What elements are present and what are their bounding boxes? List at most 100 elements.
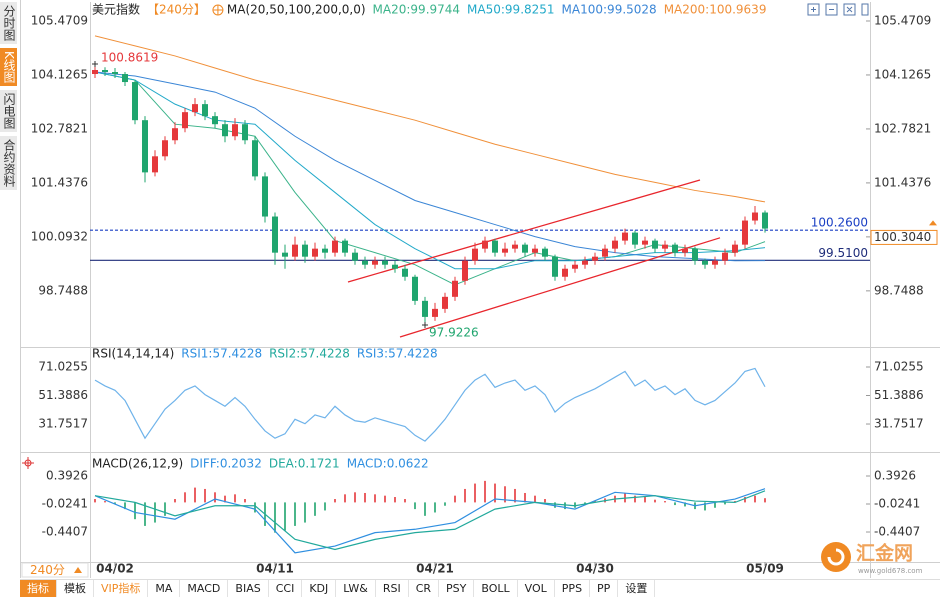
trend-line — [399, 237, 721, 338]
side-tab[interactable]: K线图 — [0, 48, 17, 86]
macd-bar — [704, 502, 706, 511]
candle-body — [702, 260, 708, 265]
icon[interactable] — [843, 3, 856, 16]
candle-body — [92, 70, 98, 75]
side-tab[interactable]: 合约资料 — [0, 135, 17, 190]
side-tab[interactable]: 分时图 — [0, 2, 17, 44]
macd-bar — [724, 502, 726, 505]
macd-bar — [644, 497, 646, 503]
candle-body — [412, 276, 418, 301]
candle-body — [462, 260, 468, 281]
dropdown-arrow — [74, 567, 82, 573]
header-label: RSI1:57.4228 — [181, 347, 262, 361]
toolbar-item[interactable]: BIAS — [228, 580, 269, 597]
macd-bar — [94, 499, 96, 503]
macd-bar — [684, 502, 686, 507]
y-tick-label: 101.4376 — [874, 175, 931, 189]
candle-body — [512, 244, 518, 249]
frame — [20, 0, 940, 578]
candle-body — [212, 116, 218, 125]
candle-body — [642, 240, 648, 245]
macd-bar — [164, 502, 166, 516]
y-tick-label: -0.4407 — [874, 525, 920, 539]
toolbar-item[interactable]: BOLL — [474, 580, 518, 597]
toolbar-item[interactable]: VOL — [518, 580, 555, 597]
toolbar-icons[interactable] — [807, 3, 869, 16]
candle-body — [242, 124, 248, 141]
watermark-url: www.gold678.com — [858, 567, 923, 575]
candle-body — [192, 104, 198, 113]
candle-body — [222, 124, 228, 137]
macd-bar — [734, 501, 736, 503]
header-label: MA200:100.9639 — [664, 3, 767, 17]
macd-bar — [344, 494, 346, 503]
icon — [22, 457, 34, 469]
candle-body — [692, 248, 698, 261]
trend-line — [347, 179, 701, 283]
icon[interactable] — [861, 3, 869, 16]
y-tick-label: 101.4376 — [31, 175, 88, 189]
toolbar-item[interactable]: 设置 — [618, 580, 656, 597]
header-label: 美元指数 — [92, 2, 140, 17]
macd-bar — [484, 480, 486, 503]
rsi-line — [94, 367, 766, 442]
x-tick-label: 04/21 — [416, 562, 454, 576]
candle-body — [662, 244, 668, 249]
y-tick-label: 104.1265 — [874, 67, 931, 81]
toolbar-item[interactable]: PSY — [439, 580, 475, 597]
candle-body — [502, 248, 508, 253]
toolbar-item[interactable]: MA — [148, 580, 181, 597]
candle-body — [332, 240, 338, 253]
toolbar-item[interactable]: LW& — [336, 580, 376, 597]
icon[interactable] — [825, 3, 838, 16]
toolbar-item[interactable]: 模板 — [57, 580, 94, 597]
candle-body — [542, 248, 548, 257]
header-label: MACD:0.0622 — [347, 457, 429, 471]
toolbar-item[interactable]: RSI — [376, 580, 409, 597]
x-tick-label: 04/02 — [96, 562, 134, 576]
low-marker — [422, 322, 428, 329]
toolbar-item[interactable]: PP — [590, 580, 619, 597]
header-label: DEA:0.1721 — [269, 457, 340, 471]
ma-line — [94, 71, 766, 262]
y-tick-label: 105.4709 — [874, 13, 931, 27]
toolbar-item[interactable]: VIP指标 — [94, 580, 149, 597]
toolbar-item[interactable]: 指标 — [20, 580, 57, 597]
y-tick-label: 102.7821 — [874, 121, 931, 135]
logo-glyph — [827, 548, 845, 566]
toolbar-item[interactable]: KDJ — [302, 580, 337, 597]
macd-bar — [184, 492, 186, 503]
candle-body — [172, 128, 178, 141]
header-label: MA100:99.5028 — [562, 3, 657, 17]
y-tick-label: 51.3886 — [38, 388, 88, 402]
y-tick-label: 98.7488 — [874, 283, 924, 297]
macd-bar — [374, 494, 376, 503]
period-box[interactable] — [21, 562, 89, 578]
candle-body — [432, 308, 438, 317]
candle-body — [282, 252, 288, 257]
macd-bar — [634, 495, 636, 503]
candle-body — [492, 240, 498, 253]
macd-bar — [324, 502, 326, 511]
watermark: 汇金网 www.gold678.com — [821, 542, 923, 575]
side-tab[interactable]: 闪电图 — [0, 89, 17, 132]
candle-body — [252, 140, 258, 177]
period-selector-label[interactable]: 240分 — [30, 563, 65, 577]
macd-bar — [494, 483, 496, 503]
toolbar-item[interactable]: MACD — [180, 580, 229, 597]
toolbar-item[interactable]: CR — [409, 580, 440, 597]
y-tick-label: 102.7821 — [31, 121, 88, 135]
macd-bar — [454, 495, 456, 503]
ma-line — [94, 71, 766, 286]
y-tick-label: 71.0255 — [874, 359, 924, 373]
toolbar-item[interactable]: PPS — [555, 580, 591, 597]
macd-bar — [444, 502, 446, 506]
period-selector[interactable]: 240分 — [21, 562, 89, 578]
candle-body — [582, 260, 588, 265]
candle-body — [652, 240, 658, 249]
candle-body — [632, 232, 638, 245]
icon[interactable] — [807, 3, 820, 16]
macd-bar — [414, 502, 416, 510]
toolbar-item[interactable]: CCI — [269, 580, 303, 597]
candle-body — [392, 264, 398, 269]
